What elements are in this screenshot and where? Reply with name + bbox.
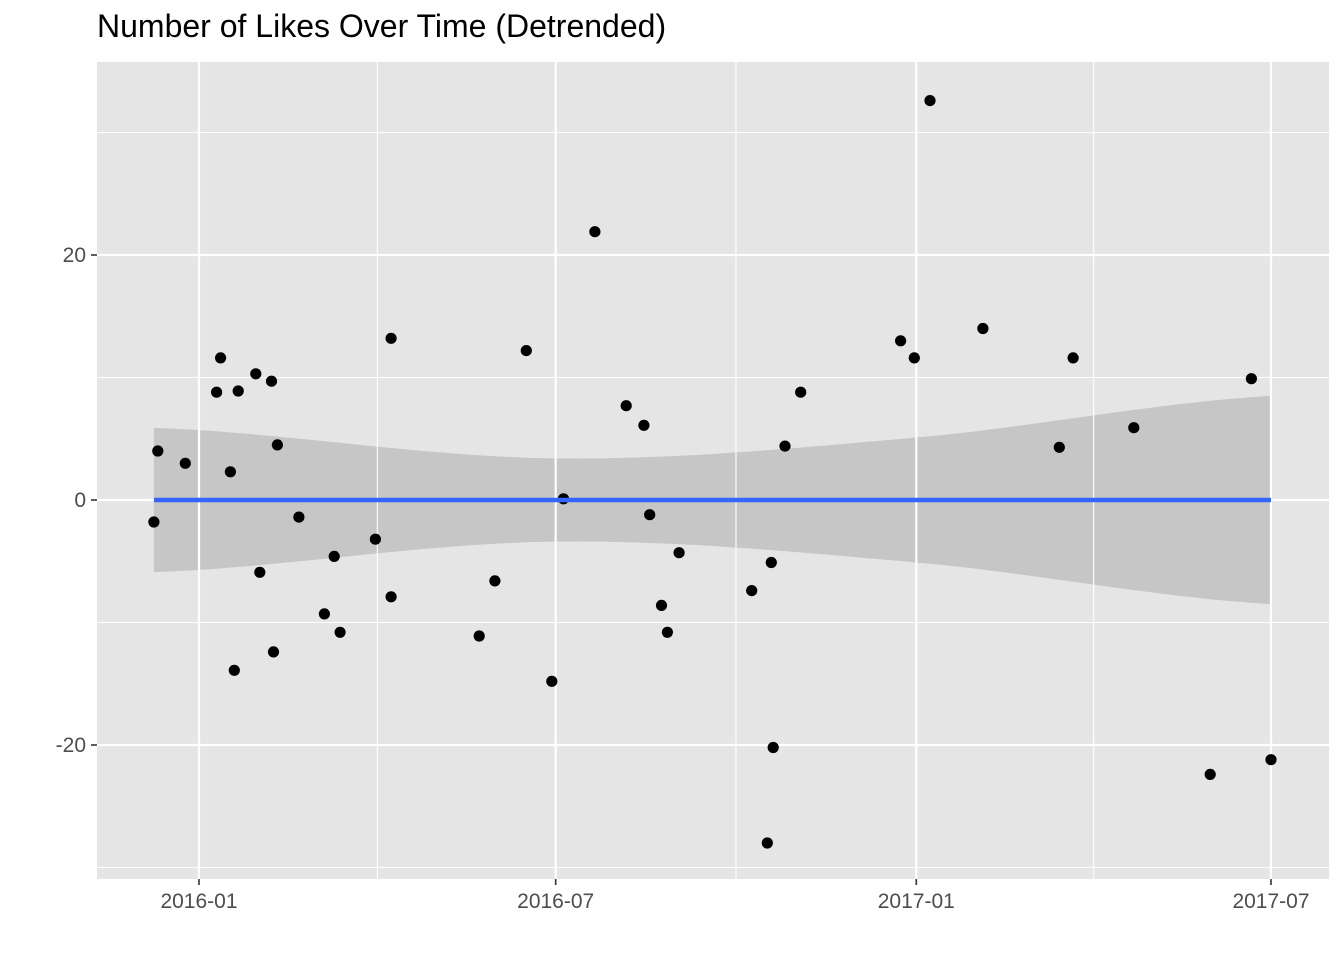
data-point [1204,768,1216,781]
data-point [520,345,532,357]
data-point [215,352,227,364]
data-point [254,566,266,578]
data-point [148,516,160,528]
data-point [908,352,920,364]
data-point [779,440,791,452]
x-tick-label: 2016-01 [160,890,237,913]
data-point [924,95,936,107]
data-point [661,626,674,638]
data-points [148,95,1277,849]
data-point [546,675,558,687]
chart-title: Number of Likes Over Time (Detrended) [97,8,667,44]
data-point [589,226,601,238]
data-point [489,575,501,587]
data-point [795,386,807,398]
data-point [473,630,485,642]
x-axis: 2016-01 2016-07 2017-01 2017-07 [160,879,1310,913]
data-point [746,585,758,597]
data-point [271,439,283,451]
data-point [334,626,346,638]
x-tick-label: 2017-01 [878,890,955,913]
data-point [265,375,278,387]
y-axis: -20 0 20 [56,244,97,757]
data-point [1067,352,1079,364]
data-point [211,386,223,398]
data-point [895,335,907,347]
data-point [369,533,381,545]
data-point [385,332,397,344]
data-point [328,550,340,563]
data-point [179,457,191,469]
data-point [293,511,305,523]
data-point [620,400,632,412]
plot-panel [97,62,1329,879]
data-point [644,509,656,521]
y-tick-label: -20 [56,734,86,757]
data-point [228,664,240,676]
data-point [761,837,773,849]
data-point [232,385,244,397]
data-point [318,608,330,620]
y-tick-label: 0 [74,489,86,512]
data-point [673,547,685,559]
data-point [1265,754,1277,766]
data-point [1053,441,1065,453]
data-point [655,599,668,612]
data-point [224,466,236,478]
y-tick-label: 20 [63,244,86,267]
data-point [152,445,164,457]
data-point [1245,373,1257,385]
data-point [638,419,650,431]
data-point [385,591,397,603]
data-point [267,646,280,658]
minor-gridlines [97,62,1329,879]
x-tick-label: 2017-07 [1232,890,1309,913]
data-point [767,741,779,754]
data-point [765,556,777,569]
data-point [250,368,262,380]
data-point [977,322,989,335]
data-point [1128,422,1140,434]
x-tick-label: 2016-07 [517,890,594,913]
